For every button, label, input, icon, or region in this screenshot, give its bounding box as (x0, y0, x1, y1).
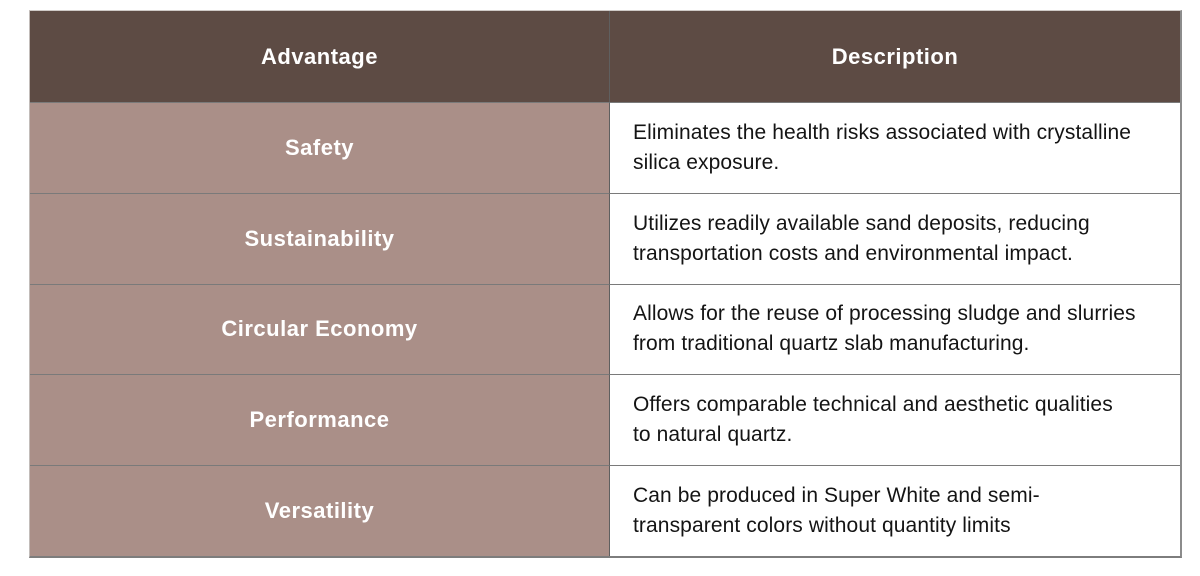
advantage-label: Sustainability (244, 225, 395, 251)
description-cell-versatility: Can be produced in Super White and semi-… (609, 465, 1180, 556)
advantage-cell-performance: Performance (30, 374, 609, 466)
advantage-label: Performance (249, 407, 390, 433)
description-text: Eliminates the health risks associated w… (633, 120, 1132, 174)
advantages-table: Advantage Description Safety Eliminates … (29, 10, 1182, 558)
advantage-label: Versatility (264, 498, 375, 524)
column-header-description-label: Description (831, 43, 959, 69)
advantage-cell-versatility: Versatility (30, 465, 609, 556)
advantage-cell-circular-economy: Circular Economy (30, 283, 609, 375)
description-cell-safety: Eliminates the health risks associated w… (609, 102, 1180, 193)
description-cell-sustainability: Utilizes readily available sand deposits… (609, 192, 1180, 284)
description-cell-performance: Offers comparable technical and aestheti… (609, 374, 1180, 466)
description-text: Offers comparable technical and aestheti… (633, 393, 1113, 447)
description-cell-circular-economy: Allows for the reuse of processing sludg… (609, 283, 1180, 375)
advantage-label: Circular Economy (221, 316, 418, 342)
column-header-description: Description (609, 11, 1180, 102)
advantage-cell-safety: Safety (30, 102, 609, 193)
advantage-label: Safety (284, 134, 355, 160)
description-text: Can be produced in Super White and semi-… (633, 484, 1040, 538)
column-header-advantage: Advantage (30, 11, 609, 102)
description-text: Allows for the reuse of processing sludg… (633, 302, 1136, 356)
advantage-cell-sustainability: Sustainability (30, 192, 609, 284)
column-header-advantage-label: Advantage (261, 43, 378, 69)
description-text: Utilizes readily available sand deposits… (633, 211, 1090, 265)
